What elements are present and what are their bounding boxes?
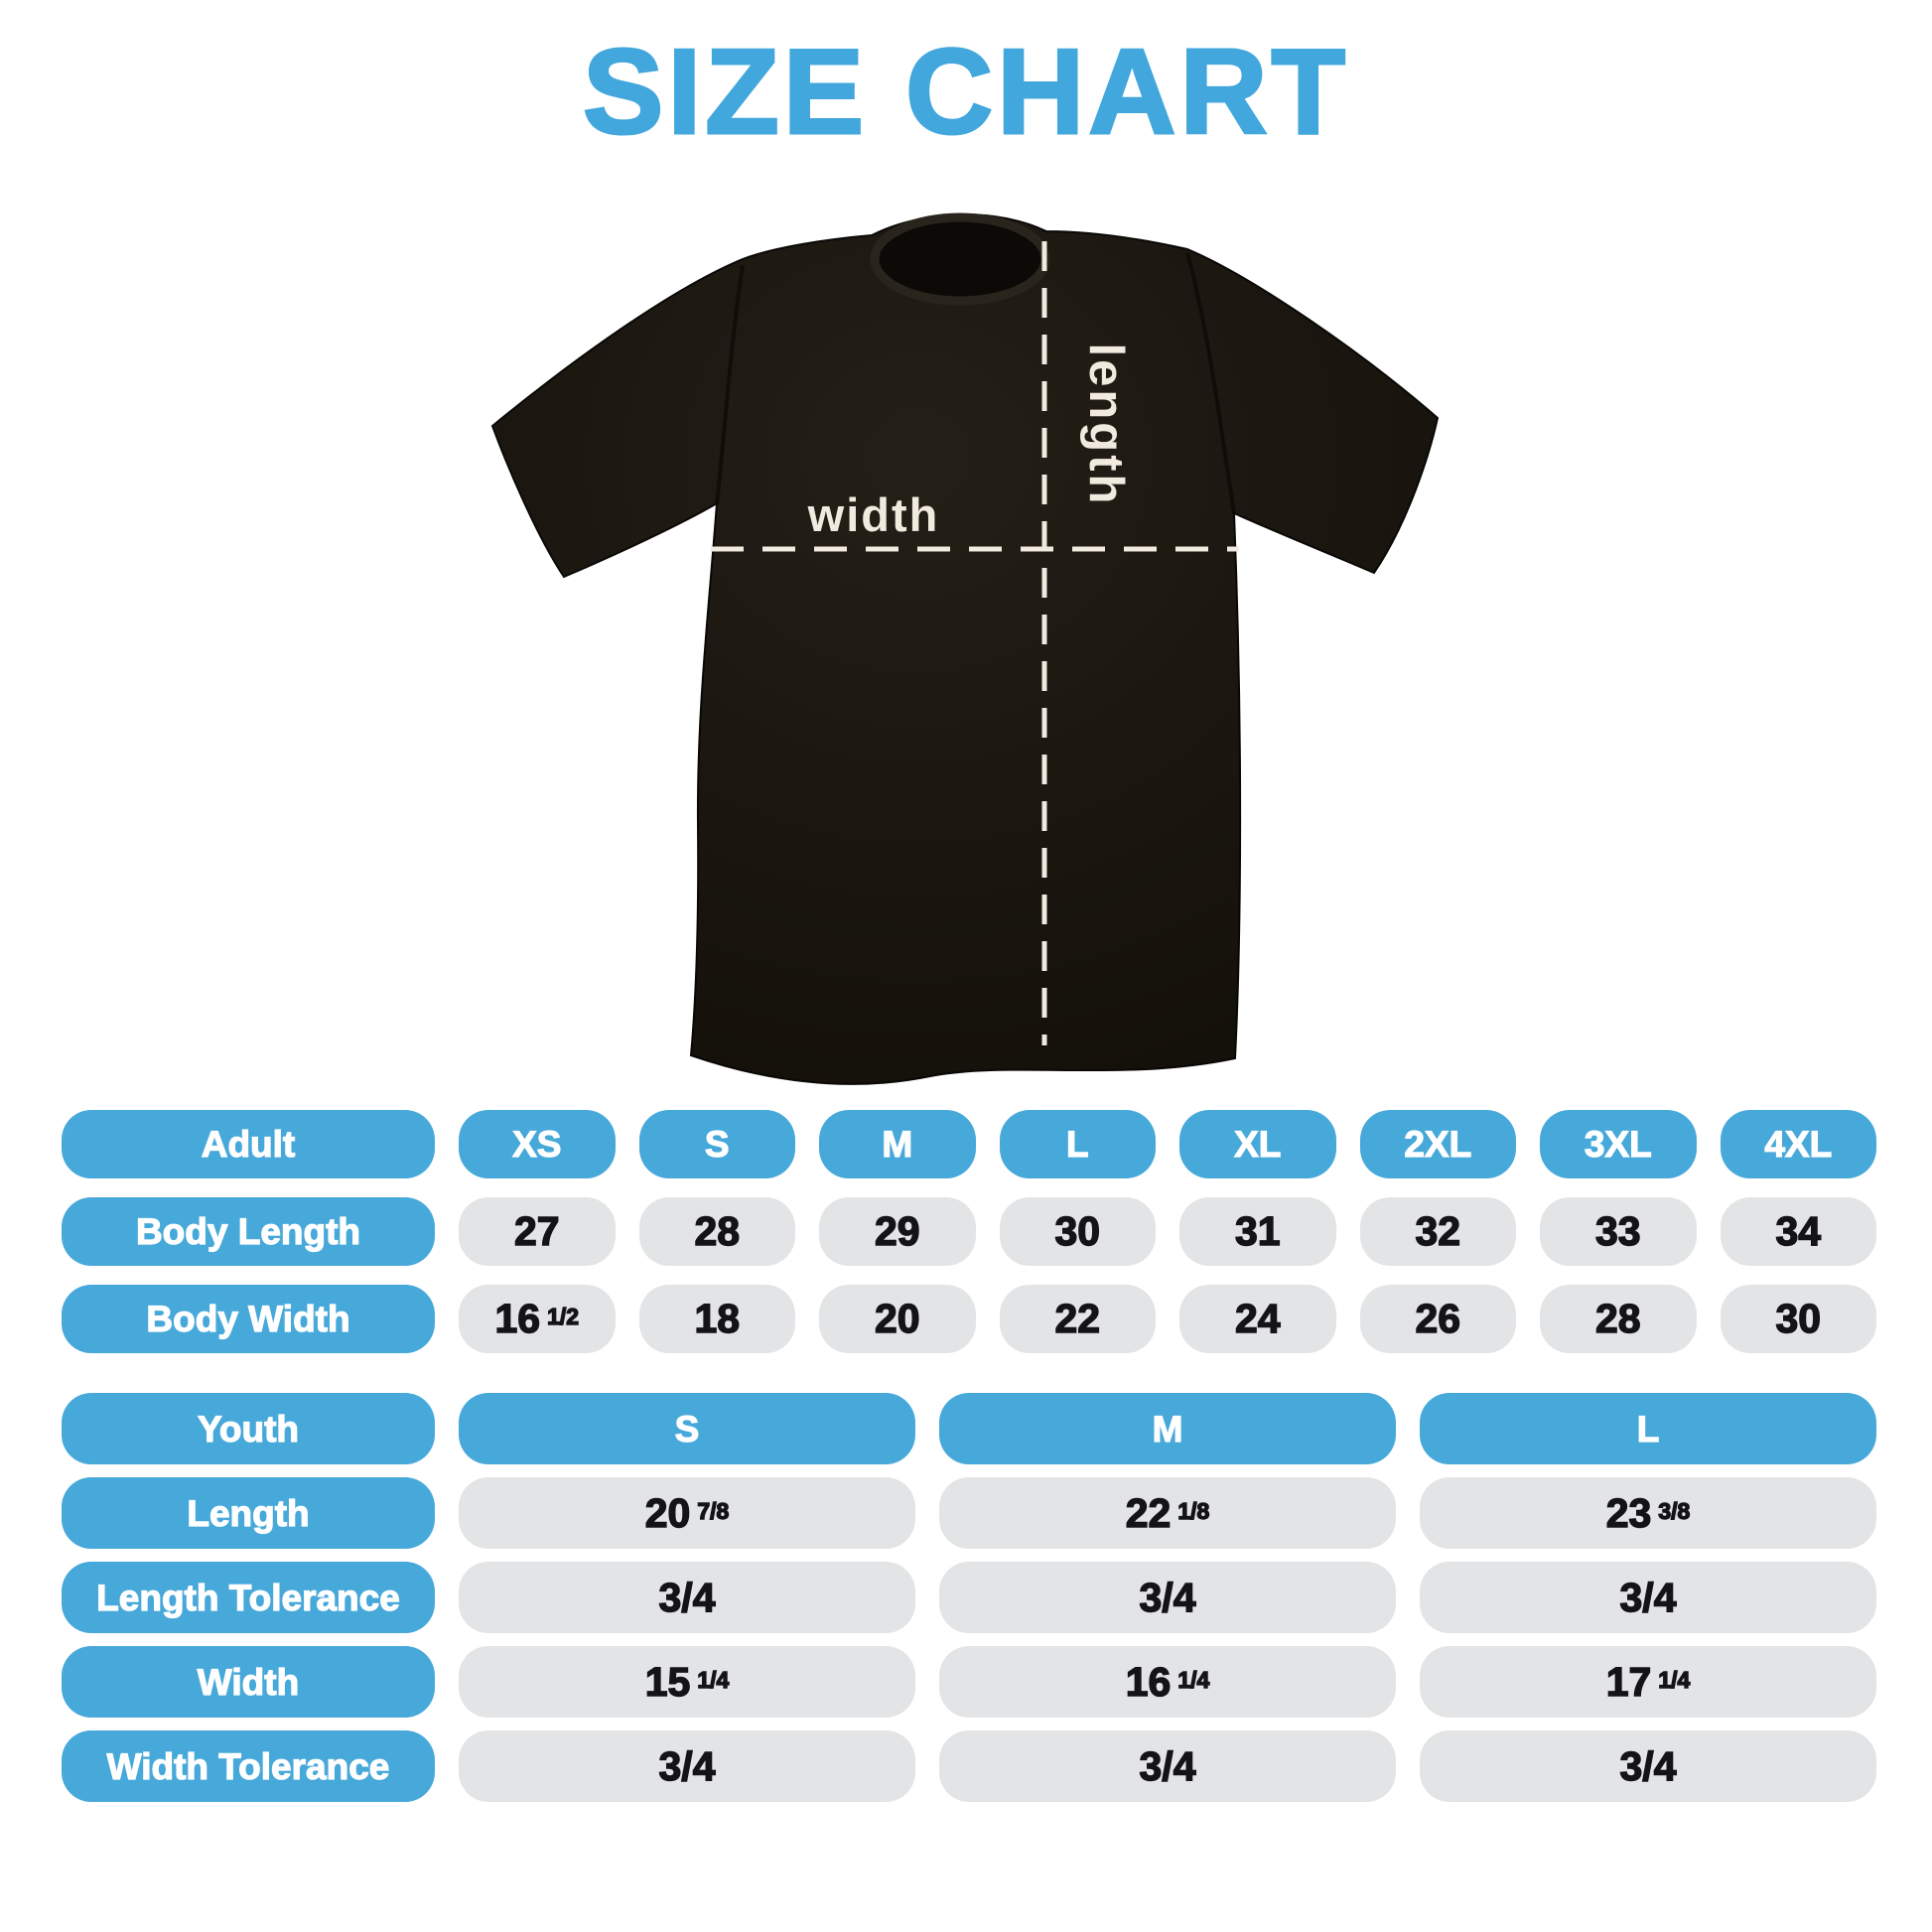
row-header-pill: Youth bbox=[62, 1393, 435, 1464]
value-pill: 3/4 bbox=[459, 1730, 915, 1802]
value-pill: 3/4 bbox=[459, 1562, 915, 1633]
tshirt-measurement-diagram: width length bbox=[427, 184, 1509, 1122]
value-pill: 16 1/2 bbox=[459, 1285, 616, 1353]
value-pill: 34 bbox=[1720, 1197, 1876, 1266]
fraction-suffix: 1/2 bbox=[546, 1304, 580, 1330]
row-label-pill: Length bbox=[62, 1477, 435, 1549]
size-header-pill: XL bbox=[1179, 1110, 1336, 1178]
value-pill: 28 bbox=[1540, 1285, 1697, 1353]
size-header-pill: S bbox=[459, 1393, 915, 1464]
size-header-pill: M bbox=[939, 1393, 1396, 1464]
value-pill: 3/4 bbox=[1420, 1562, 1876, 1633]
fraction-suffix: 1/4 bbox=[697, 1666, 730, 1693]
value-pill: 33 bbox=[1540, 1197, 1697, 1266]
length-label: length bbox=[1079, 344, 1133, 507]
row-header-pill: Adult bbox=[62, 1110, 435, 1178]
value-pill: 22 bbox=[999, 1285, 1156, 1353]
tshirt-silhouette bbox=[490, 213, 1440, 1085]
tshirt-illustration: width length bbox=[490, 212, 1440, 1085]
row-label-pill: Body Length bbox=[62, 1197, 435, 1266]
value-pill: 3/4 bbox=[939, 1562, 1396, 1633]
width-label: width bbox=[807, 488, 940, 541]
value-pill: 29 bbox=[819, 1197, 976, 1266]
row-label-pill: Width bbox=[62, 1646, 435, 1718]
collar-opening bbox=[870, 212, 1050, 306]
value-pill: 24 bbox=[1179, 1285, 1336, 1353]
size-header-pill: L bbox=[999, 1110, 1156, 1178]
fraction-suffix: 1/4 bbox=[1177, 1666, 1210, 1693]
row-label-pill: Length Tolerance bbox=[62, 1562, 435, 1633]
value-pill: 28 bbox=[638, 1197, 795, 1266]
value-pill: 30 bbox=[1720, 1285, 1876, 1353]
row-label-pill: Width Tolerance bbox=[62, 1730, 435, 1802]
page-title: SIZE CHART bbox=[582, 23, 1349, 161]
value-pill: 16 1/4 bbox=[939, 1646, 1396, 1718]
size-header-pill: 3XL bbox=[1540, 1110, 1697, 1178]
size-header-pill: S bbox=[638, 1110, 795, 1178]
size-header-pill: M bbox=[819, 1110, 976, 1178]
value-pill: 3/4 bbox=[939, 1730, 1396, 1802]
size-header-pill: 2XL bbox=[1359, 1110, 1516, 1178]
fraction-suffix: 3/8 bbox=[1658, 1497, 1691, 1524]
youth-size-table: Youth S M L Length 20 7/8 22 1/8 23 3/8 Length Tole… bbox=[62, 1393, 1876, 1802]
value-pill: 17 1/4 bbox=[1420, 1646, 1876, 1718]
adult-size-table: Adult XS S M L XL 2XL 3XL 4XL Body Length 27 28 29 30… bbox=[62, 1110, 1876, 1353]
fraction-suffix: 7/8 bbox=[697, 1497, 730, 1524]
value-pill: 26 bbox=[1359, 1285, 1516, 1353]
value-pill: 22 1/8 bbox=[939, 1477, 1396, 1549]
size-header-pill: 4XL bbox=[1720, 1110, 1876, 1178]
size-header-pill: XS bbox=[459, 1110, 616, 1178]
row-label-pill: Body Width bbox=[62, 1285, 435, 1353]
value-pill: 18 bbox=[638, 1285, 795, 1353]
value-pill: 27 bbox=[459, 1197, 616, 1266]
value-pill: 30 bbox=[999, 1197, 1156, 1266]
value-pill: 3/4 bbox=[1420, 1730, 1876, 1802]
value-pill: 31 bbox=[1179, 1197, 1336, 1266]
value-pill: 32 bbox=[1359, 1197, 1516, 1266]
size-header-pill: L bbox=[1420, 1393, 1876, 1464]
value-pill: 20 7/8 bbox=[459, 1477, 915, 1549]
right-sleeve-seam bbox=[1185, 252, 1236, 514]
left-sleeve-seam bbox=[715, 264, 745, 504]
value-pill: 20 bbox=[819, 1285, 976, 1353]
value-pill: 15 1/4 bbox=[459, 1646, 915, 1718]
fraction-suffix: 1/8 bbox=[1177, 1497, 1210, 1524]
fraction-suffix: 1/4 bbox=[1658, 1666, 1691, 1693]
value-pill: 23 3/8 bbox=[1420, 1477, 1876, 1549]
